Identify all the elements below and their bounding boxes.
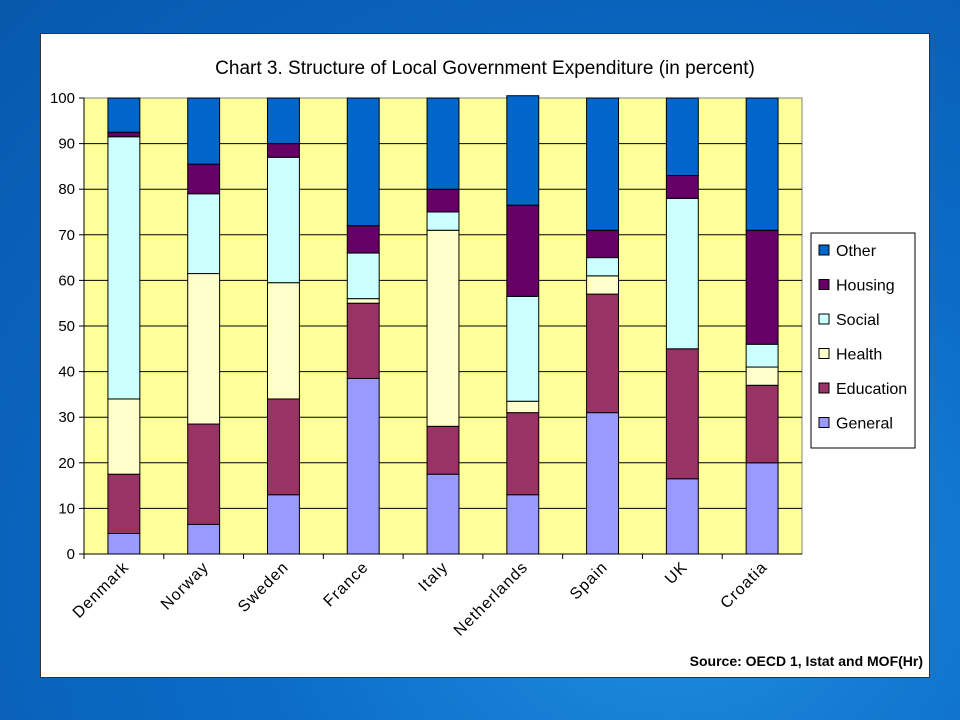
bar-segment-sweden-housing [266, 143, 300, 158]
y-tick-label: 100 [50, 90, 75, 107]
y-tick-label: 10 [58, 500, 75, 517]
bar-segment-spain-education [586, 293, 620, 414]
bar-segment-denmark-other [107, 97, 141, 133]
bar-segment-norway-social [187, 193, 221, 275]
bar-segment-denmark-health [107, 398, 141, 475]
bar-segment-uk-education [665, 348, 699, 480]
y-tick-label: 90 [58, 136, 75, 153]
bar-segment-france-housing [346, 225, 380, 254]
bar-segment-spain-social [586, 257, 620, 277]
y-tick-label: 70 [58, 227, 75, 244]
bar-segment-netherlands-other [506, 95, 540, 206]
legend-label-other: Other [836, 243, 877, 260]
plot-area: 0 10 20 30 40 50 60 70 80 90 100 Denmark Norway Swede… [50, 90, 803, 640]
bar-segment-france-education [346, 302, 380, 379]
bar-segment-uk-general [665, 478, 699, 555]
bar-segment-spain-housing [586, 229, 620, 259]
bar-segment-netherlands-health [506, 400, 540, 414]
bar-segment-norway-education [187, 423, 221, 525]
bar-segment-denmark-education [107, 473, 141, 534]
legend-swatch-health [818, 348, 830, 359]
legend-swatch-housing [818, 279, 830, 290]
x-tick-label: Italy [416, 559, 452, 595]
legend-swatch-general [818, 417, 830, 428]
chart-frame: Chart 3. Structure of Local Government E… [40, 33, 930, 678]
legend-label-health: Health [836, 347, 882, 364]
bar-segment-france-general [346, 377, 380, 555]
bar-segment-denmark-general [107, 532, 141, 555]
y-tick-label: 30 [58, 409, 75, 426]
y-tick-label: 40 [58, 364, 75, 381]
x-tick-label: UK [662, 559, 691, 588]
bar-segment-sweden-social [266, 156, 300, 284]
bar-segment-norway-general [187, 523, 221, 555]
bar-segment-norway-housing [187, 163, 221, 195]
legend-label-social: Social [836, 312, 880, 329]
x-tick-label: Denmark [70, 559, 133, 622]
y-tick-label: 60 [58, 272, 75, 289]
y-tick-label: 20 [58, 455, 75, 472]
x-tick-label: Netherlands [451, 559, 532, 640]
bar-segment-uk-social [665, 197, 699, 350]
legend-swatch-education [818, 382, 830, 394]
bar-segment-netherlands-social [506, 295, 540, 402]
bar-segment-norway-other [187, 97, 221, 165]
bar-segment-uk-housing [665, 175, 699, 199]
bar-segment-denmark-social [107, 136, 141, 400]
y-tick-label: 50 [58, 318, 75, 335]
bar-segment-sweden-health [266, 282, 300, 400]
bar-segment-spain-health [586, 275, 620, 295]
source-note: Source: OECD 1, Istat and MOF(Hr) [690, 653, 923, 669]
bar-segment-croatia-social [745, 343, 779, 368]
bar-segment-france-social [346, 252, 380, 300]
x-tick-label: Spain [567, 559, 611, 603]
bar-segment-sweden-general [266, 494, 300, 555]
x-tick-label: Sweden [235, 559, 292, 616]
bar-segment-italy-general [426, 473, 460, 555]
bar-segment-netherlands-housing [506, 204, 540, 297]
legend-label-general: General [836, 416, 893, 433]
chart-title: Chart 3. Structure of Local Government E… [215, 58, 755, 79]
legend-box [810, 232, 916, 449]
bar-segment-italy-health [426, 229, 460, 427]
bar-segment-sweden-education [266, 398, 300, 496]
bar-segment-spain-other [586, 97, 620, 231]
bar-segment-norway-health [187, 273, 221, 425]
legend-swatch-other [818, 244, 830, 256]
bar-segment-croatia-health [745, 366, 779, 386]
bar-segment-spain-general [586, 412, 620, 555]
bar-segment-denmark-housing [107, 131, 141, 138]
bar-segment-italy-education [426, 425, 460, 475]
bar-segment-netherlands-education [506, 412, 540, 496]
y-tick-label: 0 [67, 546, 75, 563]
bar-segment-italy-other [426, 97, 460, 190]
x-tick-label: Croatia [717, 559, 770, 612]
y-tick-label: 80 [58, 181, 75, 198]
legend-label-housing: Housing [836, 278, 895, 295]
bar-segment-sweden-other [266, 97, 300, 145]
bar-segment-france-other [346, 97, 380, 227]
bar-segment-italy-social [426, 211, 460, 231]
x-tick-label: France [321, 559, 372, 610]
bar-segment-croatia-general [745, 462, 779, 555]
bar-segment-croatia-housing [745, 229, 779, 345]
bar-segment-france-health [346, 298, 380, 304]
bar-segment-italy-housing [426, 188, 460, 213]
x-tick-label: Norway [158, 559, 213, 614]
legend-swatch-social [818, 313, 830, 325]
bar-segment-croatia-other [745, 97, 779, 231]
bar-segment-netherlands-general [506, 494, 540, 555]
bar-segment-uk-other [665, 97, 699, 177]
bar-segment-croatia-education [745, 384, 779, 464]
stacked-bar-chart: Chart 3. Structure of Local Government E… [50, 58, 923, 669]
legend: Other Housing Social Health Education General [810, 232, 916, 449]
legend-label-education: Education [836, 381, 907, 398]
